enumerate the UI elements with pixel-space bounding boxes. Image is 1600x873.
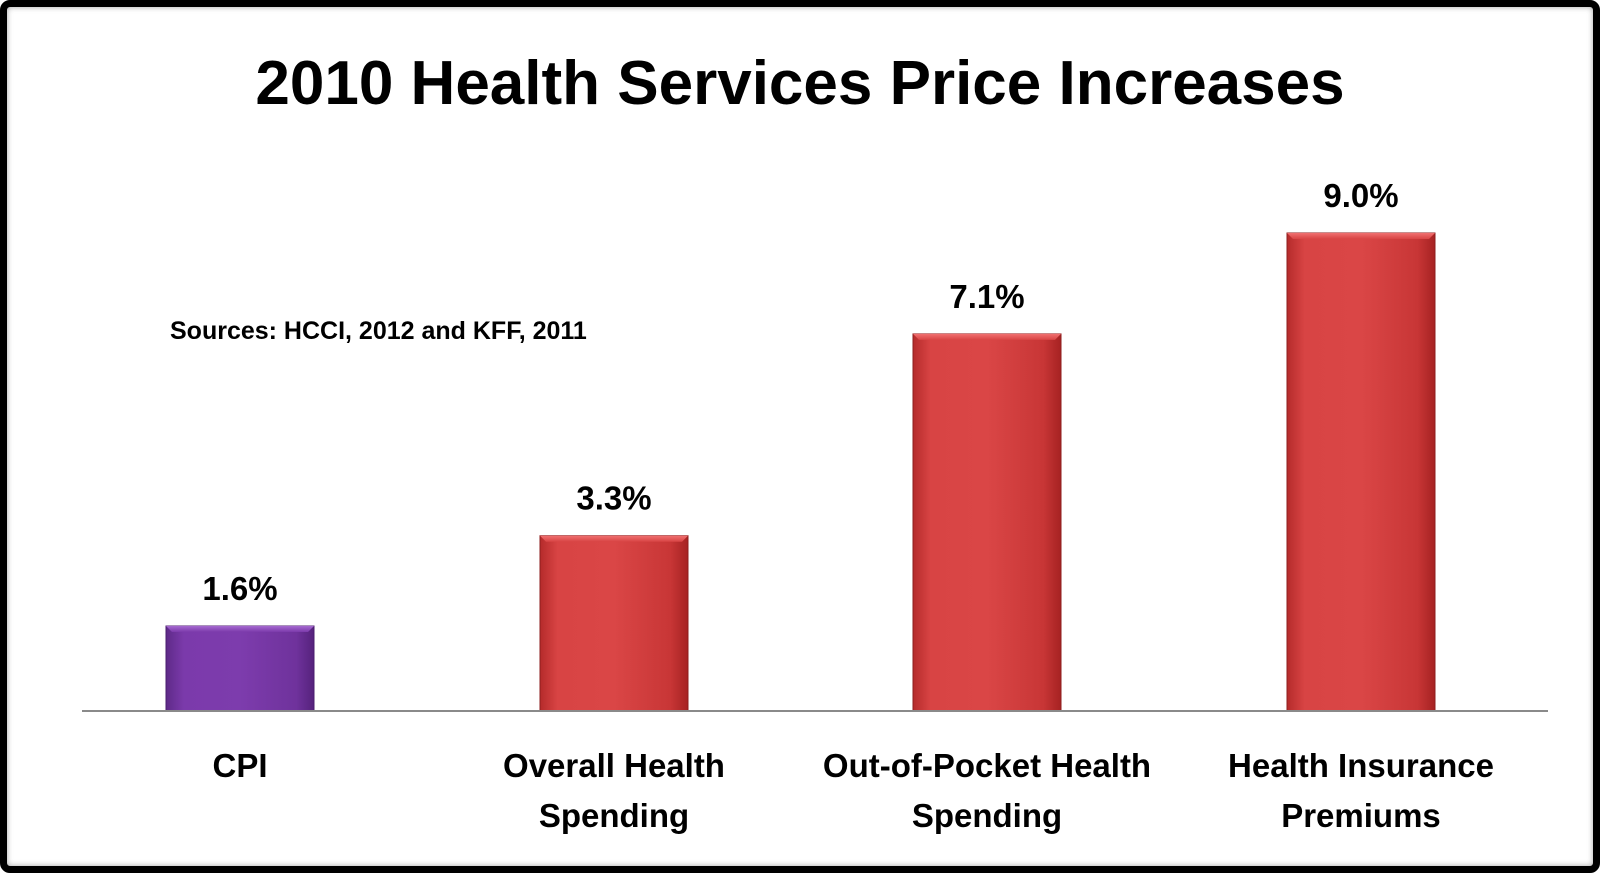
value-label-2: 7.1%: [949, 278, 1024, 315]
category-label-3-line-0: Health Insurance: [1228, 747, 1494, 784]
bar-1: [539, 535, 689, 712]
category-label-0-line-0: CPI: [212, 747, 267, 784]
bar-3: [1286, 232, 1436, 712]
category-label-1-line-1: Spending: [539, 797, 689, 834]
category-label-1-line-0: Overall Health: [503, 747, 725, 784]
category-label-2-line-1: Spending: [912, 797, 1062, 834]
bar-2: [912, 333, 1062, 712]
bar-0: [165, 625, 315, 712]
sources-note: Sources: HCCI, 2012 and KFF, 2011: [170, 317, 587, 345]
chart-title: 2010 Health Services Price Increases: [255, 49, 1345, 118]
category-label-2-line-0: Out-of-Pocket Health: [823, 747, 1151, 784]
category-label-3-line-1: Premiums: [1281, 797, 1441, 834]
value-label-1: 3.3%: [576, 480, 651, 517]
value-label-0: 1.6%: [202, 570, 277, 607]
value-label-3: 9.0%: [1323, 177, 1398, 214]
